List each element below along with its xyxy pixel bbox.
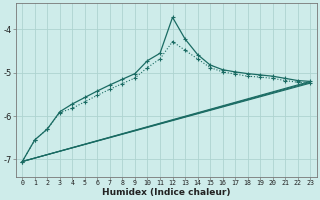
X-axis label: Humidex (Indice chaleur): Humidex (Indice chaleur): [102, 188, 230, 197]
